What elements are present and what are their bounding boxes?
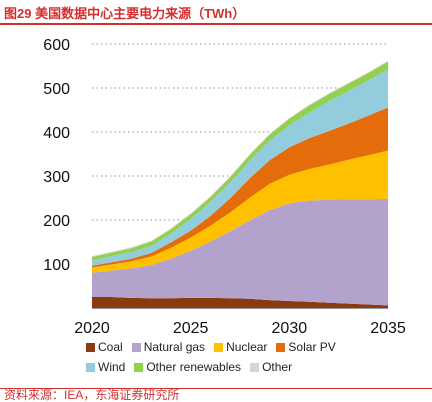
area-coal [92,297,388,308]
y-tick-label: 600 [43,37,70,54]
legend-swatch [250,362,260,372]
legend-item-natural-gas: Natural gas [131,340,206,354]
y-tick-label: 200 [43,213,70,230]
area-wind [92,69,388,266]
legend-label: Other renewables [146,360,242,374]
area-other-renewables [92,61,388,261]
legend-swatch [214,342,224,352]
legend-row-1: Coal Natural gas Nuclear Solar PV [86,339,345,355]
area-solar-pv [92,107,388,268]
legend-label: Natural gas [143,340,206,354]
x-tick-label: 2020 [74,320,110,337]
legend-label: Other [262,360,293,374]
legend-swatch [134,362,144,372]
x-tick-label: 2025 [173,320,209,337]
legend-swatch [86,362,95,372]
legend-label: Wind [98,360,126,374]
x-tick-label: 2030 [272,320,308,337]
y-tick-label: 300 [43,169,70,186]
y-tick-label: 500 [43,81,70,98]
legend-swatch [131,342,141,352]
area-nuclear [92,150,388,273]
y-tick-label: 400 [43,125,70,142]
legend-item-other-renewables: Other renewables [134,360,241,374]
source-divider [0,388,432,389]
legend-item-coal: Coal [86,340,123,354]
legend-item-solar-pv: Solar PV [276,340,336,354]
legend-label: Coal [98,340,123,354]
y-tick-label: 100 [43,257,70,274]
figure-title: 图29 美国数据中心主要电力来源（TWh） [4,6,246,21]
area-natural-gas [92,198,388,306]
x-tick-label: 2035 [370,320,406,337]
legend-swatch [276,342,286,352]
legend-item-other: Other [250,360,292,374]
title-divider [0,23,432,25]
legend-row-2: Wind Other renewables Other [86,359,301,375]
legend-swatch [86,342,95,352]
legend-item-wind: Wind [86,360,125,374]
legend-label: Solar PV [288,340,336,354]
legend-item-nuclear: Nuclear [214,340,267,354]
legend-label: Nuclear [226,340,268,354]
source-note: 资料来源：IEA，东海证券研究所 [4,388,180,402]
